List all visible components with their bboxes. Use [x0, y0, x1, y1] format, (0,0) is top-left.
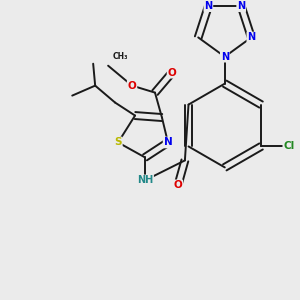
Text: CH₃: CH₃ — [113, 52, 129, 61]
Text: NH: NH — [137, 176, 153, 185]
Text: N: N — [204, 1, 212, 11]
Text: N: N — [221, 52, 229, 62]
Text: O: O — [173, 180, 182, 190]
Text: N: N — [247, 32, 255, 42]
Text: N: N — [237, 1, 245, 11]
Text: O: O — [128, 81, 136, 91]
Text: N: N — [164, 137, 172, 148]
Text: S: S — [114, 137, 122, 148]
Text: Cl: Cl — [283, 142, 295, 152]
Text: O: O — [168, 68, 176, 78]
